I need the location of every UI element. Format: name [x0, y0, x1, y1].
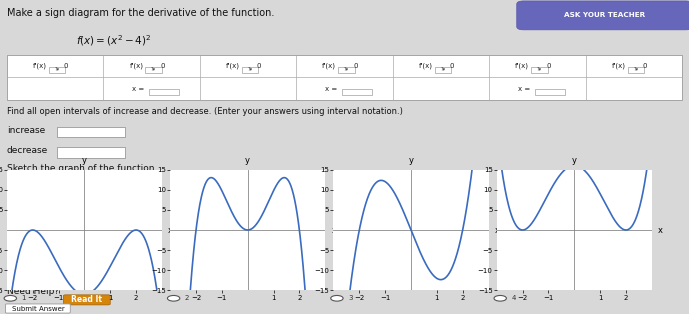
Text: y: y [409, 156, 413, 165]
Text: x: x [658, 225, 663, 235]
Bar [7, 55, 682, 100]
FancyBboxPatch shape [535, 89, 565, 95]
FancyBboxPatch shape [49, 67, 65, 73]
Text: ?▾: ?▾ [151, 67, 156, 72]
Text: f'(x): f'(x) [226, 62, 240, 69]
Text: 4: 4 [511, 295, 515, 301]
Text: x =: x = [517, 86, 530, 92]
Text: ?▾: ?▾ [440, 67, 446, 72]
FancyBboxPatch shape [63, 295, 110, 305]
Text: y: y [82, 156, 87, 165]
Text: ?▾: ?▾ [537, 67, 542, 72]
FancyBboxPatch shape [338, 67, 355, 73]
FancyBboxPatch shape [342, 89, 372, 95]
Text: 3: 3 [348, 295, 353, 301]
Text: x: x [331, 225, 336, 235]
Text: x: x [495, 225, 500, 235]
FancyBboxPatch shape [145, 67, 162, 73]
Text: y: y [245, 156, 250, 165]
Text: x: x [168, 225, 173, 235]
Text: f'(x): f'(x) [130, 62, 143, 69]
Text: 2: 2 [185, 295, 189, 301]
Text: increase: increase [7, 126, 45, 135]
FancyBboxPatch shape [57, 127, 125, 137]
Text: 0: 0 [161, 63, 165, 69]
Text: f'(x): f'(x) [322, 62, 336, 69]
Text: ?▾: ?▾ [344, 67, 349, 72]
Text: ?▾: ?▾ [247, 67, 253, 72]
FancyBboxPatch shape [242, 67, 258, 73]
Text: 1: 1 [21, 295, 26, 301]
Text: ?▾: ?▾ [54, 67, 60, 72]
Text: Read It: Read It [72, 295, 102, 304]
FancyBboxPatch shape [517, 1, 689, 30]
FancyBboxPatch shape [628, 67, 644, 73]
Text: f'(x): f'(x) [515, 62, 529, 69]
Text: Submit Answer: Submit Answer [12, 306, 64, 311]
Text: Need Help?: Need Help? [7, 287, 59, 296]
Text: y: y [572, 156, 577, 165]
FancyBboxPatch shape [6, 304, 70, 313]
Text: 0: 0 [450, 63, 454, 69]
Text: f'(x): f'(x) [612, 62, 626, 69]
Text: f'(x): f'(x) [419, 62, 433, 69]
Text: 0: 0 [64, 63, 68, 69]
Text: Make a sign diagram for the derivative of the function.: Make a sign diagram for the derivative o… [7, 8, 274, 18]
Text: ASK YOUR TEACHER: ASK YOUR TEACHER [564, 12, 645, 18]
FancyBboxPatch shape [531, 67, 548, 73]
Text: Sketch the graph of the function.: Sketch the graph of the function. [7, 164, 157, 173]
Text: 0: 0 [643, 63, 647, 69]
Text: x =: x = [325, 86, 337, 92]
Text: ?▾: ?▾ [633, 67, 639, 72]
Text: 0: 0 [546, 63, 551, 69]
FancyBboxPatch shape [149, 89, 179, 95]
FancyBboxPatch shape [435, 67, 451, 73]
Text: decrease: decrease [7, 146, 48, 155]
Text: 0: 0 [353, 63, 358, 69]
Text: x =: x = [132, 86, 144, 92]
Text: Find all open intervals of increase and decrease. (Enter your answers using inte: Find all open intervals of increase and … [7, 107, 403, 116]
FancyBboxPatch shape [57, 147, 125, 158]
Text: $f(x) = (x^2 - 4)^2$: $f(x) = (x^2 - 4)^2$ [76, 33, 152, 48]
Text: f'(x): f'(x) [33, 62, 47, 69]
Text: 0: 0 [257, 63, 261, 69]
